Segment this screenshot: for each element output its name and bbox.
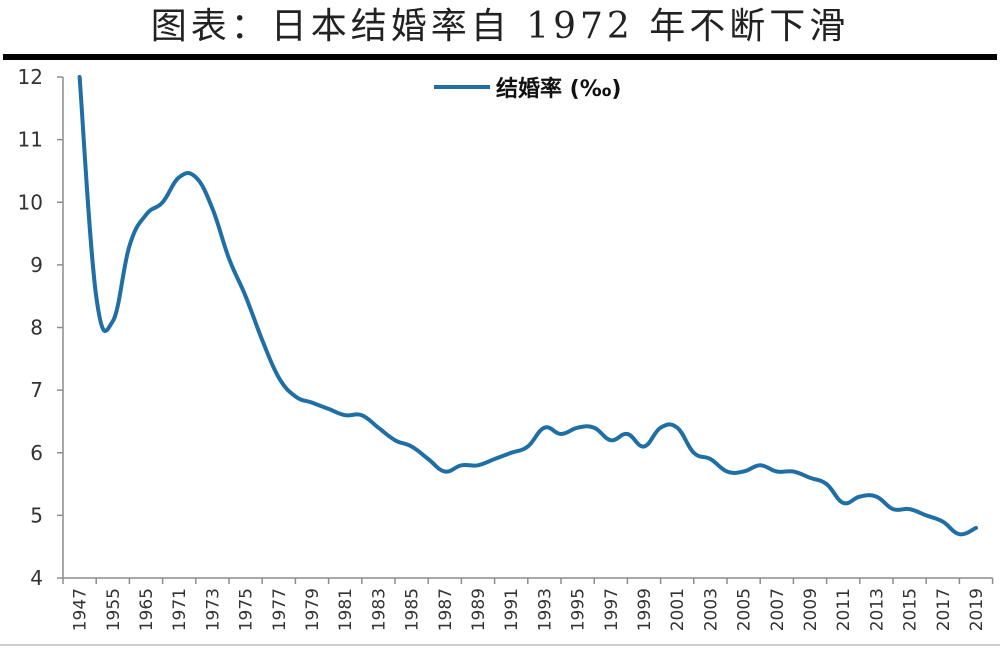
- x-tick-label: 1995: [569, 588, 589, 631]
- x-tick-label: 1997: [602, 588, 622, 631]
- y-tick-label: 5: [30, 503, 43, 527]
- x-tick-label: 1993: [535, 588, 555, 631]
- y-tick-label: 9: [30, 253, 43, 277]
- x-tick-label: 2009: [801, 588, 821, 631]
- marriage-rate-line: [77, 75, 978, 537]
- line-chart: 4 5 6 7 8 9 10 11 12 1947 1955 1965 1971 1973 1975 197…: [18, 65, 994, 631]
- x-tick-label: 2007: [768, 588, 788, 631]
- x-tick-label: 2015: [901, 588, 921, 631]
- x-tick-label: 1975: [237, 588, 257, 631]
- legend-line-swatch: [434, 85, 490, 89]
- y-tick-label: 4: [30, 566, 43, 590]
- y-axis: 4 5 6 7 8 9 10 11 12: [18, 65, 64, 590]
- y-tick-label: 8: [30, 316, 43, 340]
- x-tick-label: 1965: [137, 588, 157, 631]
- bottom-divider: [0, 644, 1000, 646]
- x-tick-label: 1973: [203, 588, 223, 631]
- legend: 结婚率 (‰): [434, 72, 621, 102]
- x-tick-label: 2005: [735, 588, 755, 631]
- x-tick-label: 1989: [469, 588, 489, 631]
- x-tick-label: 1979: [303, 588, 323, 631]
- x-tick-label: 2001: [668, 588, 688, 631]
- x-axis: 1947 1955 1965 1971 1973 1975 1977 1979 1981 1983…: [62, 577, 994, 631]
- x-tick-label: 1983: [369, 588, 389, 631]
- x-tick-label: 1977: [270, 588, 290, 631]
- x-tick-label: 1981: [336, 588, 356, 631]
- x-tick-label: 1985: [403, 588, 423, 631]
- legend-label: 结婚率 (‰): [496, 77, 622, 102]
- x-tick-label: 2017: [934, 588, 954, 631]
- x-tick-label: 2003: [701, 588, 721, 631]
- x-tick-label: 2019: [967, 588, 987, 631]
- y-tick-label: 11: [18, 128, 43, 152]
- x-tick-label: 1999: [635, 588, 655, 631]
- x-tick-label: 2013: [867, 588, 887, 631]
- y-tick-label: 7: [30, 378, 43, 402]
- x-tick-label: 1955: [104, 588, 124, 631]
- y-tick-label: 6: [30, 441, 43, 465]
- x-tick-label: 1947: [71, 588, 91, 631]
- y-tick-label: 12: [18, 65, 43, 89]
- y-tick-label: 10: [18, 190, 43, 214]
- x-tick-label: 1971: [170, 588, 190, 631]
- x-tick-label: 1987: [436, 588, 456, 631]
- x-tick-label: 2011: [834, 588, 854, 631]
- x-tick-label: 1991: [502, 588, 522, 631]
- title-divider: [3, 54, 997, 60]
- chart-title: 图表：日本结婚率自 1972 年不断下滑: [150, 6, 850, 47]
